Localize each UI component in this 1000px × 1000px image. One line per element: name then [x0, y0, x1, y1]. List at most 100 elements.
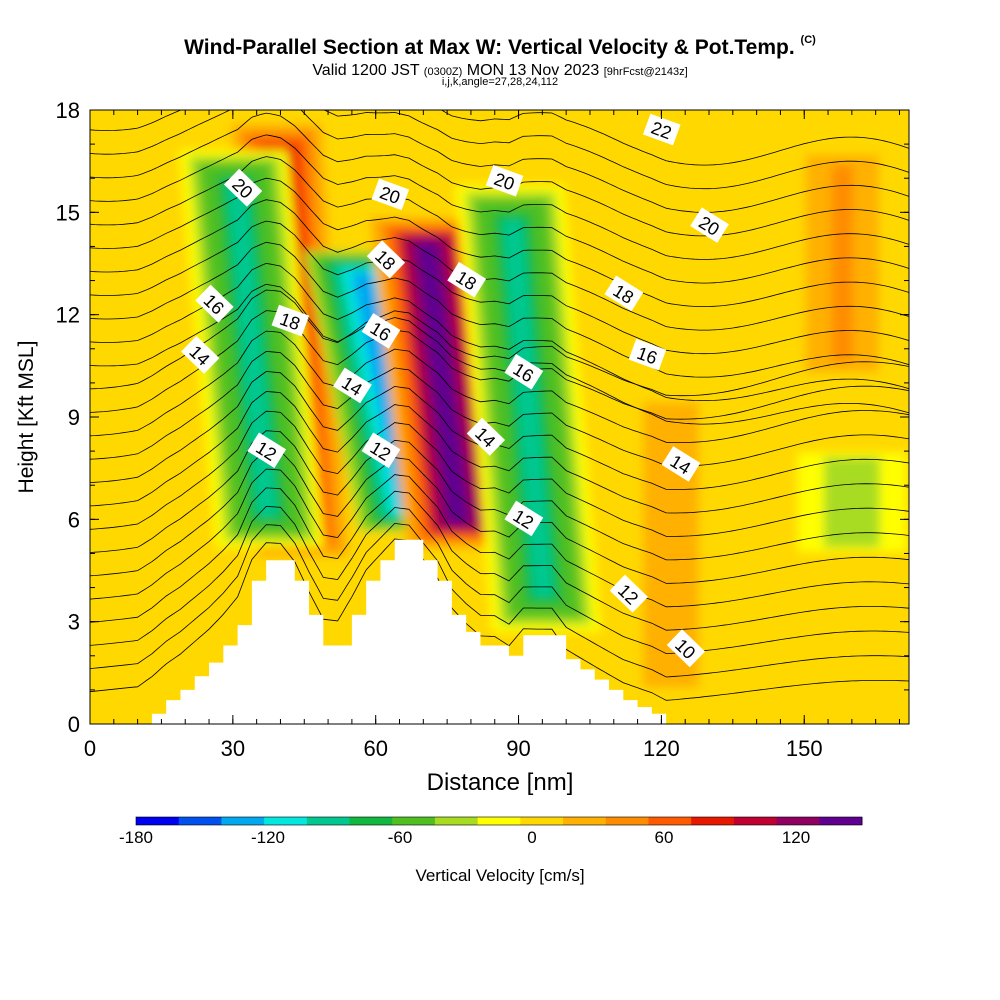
colorbar-frame [135, 816, 863, 826]
theta-label-box [485, 164, 524, 197]
x-axis-label: Distance [nm] [427, 769, 574, 796]
theta-label: 14 [466, 417, 506, 456]
theta-contour-line [90, 410, 909, 537]
theta-label-box [504, 354, 544, 390]
colorbar-tick-label: -180 [119, 828, 153, 847]
colorbar: -180 -120 -60 0 60 120 [119, 816, 863, 847]
theta-contour-line [90, 468, 909, 608]
colorbar-swatch [563, 817, 607, 825]
theta-contour-line [90, 391, 909, 514]
theta-label-box [223, 168, 263, 207]
updraft-band [416, 243, 469, 523]
theta-contour-line [90, 220, 909, 355]
y-tick-label: 12 [56, 303, 80, 328]
theta-contour-line [90, 330, 909, 443]
theta-label-box [447, 261, 487, 298]
colorbar-swatch [819, 817, 863, 825]
chart-title: Wind-Parallel Section at Max W: Vertical… [184, 34, 816, 59]
theta-contour-line [90, 522, 909, 678]
theta-label-box [661, 446, 701, 482]
theta-label-box [361, 313, 401, 349]
theta-label-box [195, 284, 234, 323]
theta-contour-line [90, 538, 909, 701]
theta-label-box [366, 240, 406, 279]
downdraft-band [841, 460, 863, 545]
theta-contour-line [90, 241, 909, 378]
terrain-silhouette [90, 539, 909, 732]
theta-contour-line [90, 177, 909, 307]
y-tick-label: 9 [68, 405, 80, 430]
theta-contour-line [90, 430, 909, 561]
y-tick-label: 0 [68, 712, 80, 737]
colorbar-swatch [349, 817, 393, 825]
downdraft-band [501, 219, 555, 598]
colorbar-swatch [691, 817, 735, 825]
colorbar-swatch [221, 817, 265, 825]
theta-label-box [361, 432, 401, 469]
colorbar-swatch [264, 817, 308, 825]
chart-subtitle: Valid 1200 JST (0300Z) MON 13 Nov 2023 [… [312, 62, 688, 79]
colorbar-swatch [605, 817, 649, 825]
colorbar-swatch [733, 817, 778, 825]
theta-label-box [666, 629, 706, 668]
theta-contour-line [90, 110, 909, 213]
theta-label-box [247, 432, 287, 469]
colorbar-swatch [136, 817, 180, 825]
chart-info-line: i,j,k,angle=27,28,24,112 [441, 76, 559, 88]
x-tick-label: 0 [84, 736, 96, 761]
theta-contour-line [90, 350, 909, 467]
y-tick-label: 18 [56, 98, 80, 123]
theta-contour-line [90, 262, 909, 401]
y-tick-label: 15 [56, 200, 80, 225]
theta-label: 16 [628, 338, 667, 371]
theta-label-box [628, 338, 667, 371]
colorbar-tick-label: 120 [782, 828, 810, 847]
y-tick-label: 6 [68, 507, 80, 532]
axes: 0 30 60 90 120 150 0 3 6 9 12 15 18 [56, 98, 909, 761]
colorbar-tick-label: -60 [388, 828, 413, 847]
theta-contour-line [90, 505, 909, 655]
x-tick-label: 30 [221, 736, 245, 761]
colorbar-tick-label: 0 [527, 828, 536, 847]
theta-label: 16 [361, 313, 401, 349]
y-tick-label: 3 [68, 610, 80, 635]
colorbar-swatch [392, 817, 436, 825]
colorbar-swatch [477, 817, 521, 825]
x-tick-label: 150 [786, 736, 823, 761]
theta-label-box [271, 304, 310, 337]
theta-contour-line [90, 110, 909, 190]
theta-label-box [604, 275, 644, 312]
theta-label-box [609, 574, 648, 613]
theta-contours [90, 110, 909, 701]
x-tick-label: 60 [363, 736, 387, 761]
theta-contour-line [440, 110, 909, 166]
theta-label-box [642, 113, 681, 146]
theta-label-box [504, 500, 544, 537]
theta-label: 22 [642, 113, 681, 146]
theta-contour-line [90, 487, 909, 631]
theta-contour-line [90, 156, 909, 284]
y-axis-label: Height [Kft MSL] [15, 341, 38, 494]
theta-label: 20 [485, 164, 524, 197]
theta-contour-line [90, 283, 909, 425]
colorbar-swatch [648, 817, 692, 825]
updraft-band [660, 412, 682, 678]
colorbar-tick-label: -120 [251, 828, 285, 847]
theta-contour-line [90, 134, 909, 260]
theta-contour-line [90, 199, 909, 331]
colorbar-swatch [306, 817, 351, 825]
updraft-band [831, 165, 853, 362]
theta-label-box [333, 367, 372, 404]
terrain-profile [90, 539, 909, 732]
theta-label-box [181, 335, 220, 374]
theta-contour-line [90, 289, 909, 397]
theta-label-box [466, 417, 506, 456]
theta-label-box [371, 178, 410, 211]
x-tick-label: 90 [506, 736, 530, 761]
theta-contour-line [90, 310, 909, 420]
colorbar-swatch [520, 817, 564, 825]
colorbar-tick-label: 60 [655, 828, 674, 847]
colorbar-swatch [178, 817, 222, 825]
x-tick-label: 120 [643, 736, 680, 761]
